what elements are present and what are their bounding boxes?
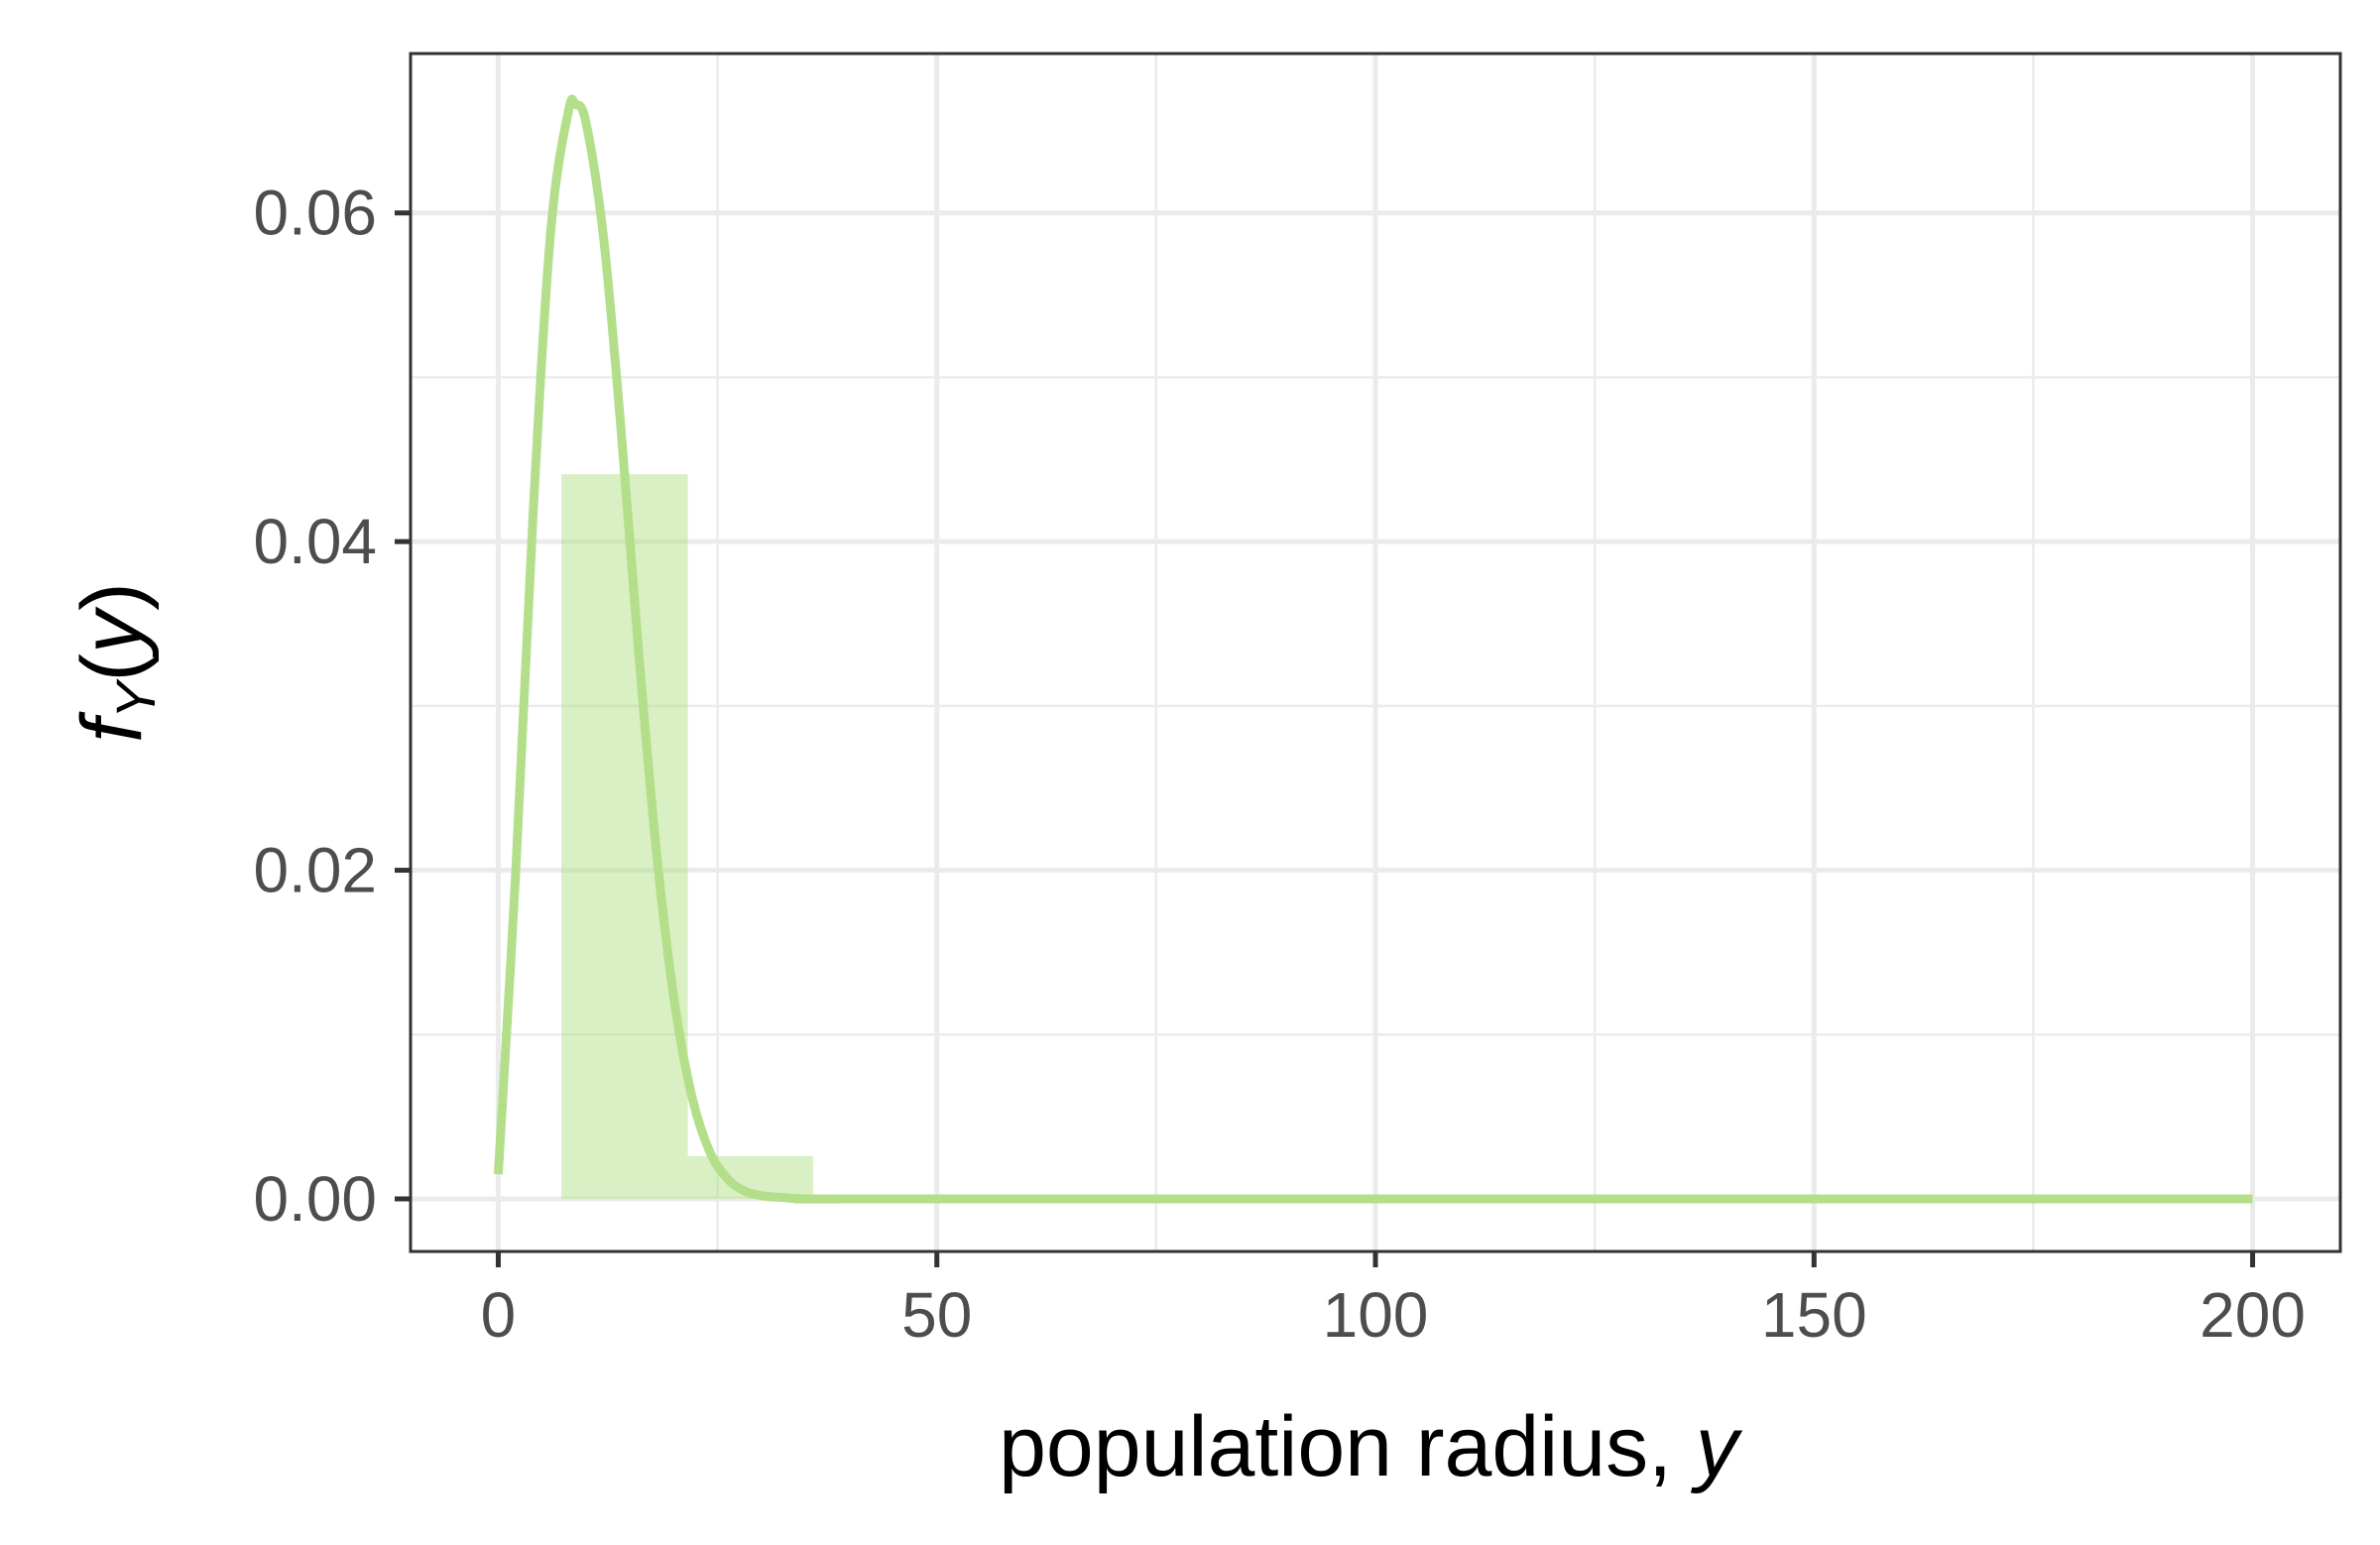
y-tick-label: 0.00	[253, 1163, 377, 1235]
x-tick-label: 0	[481, 1279, 517, 1351]
y-axis-title-variable: y	[64, 606, 160, 658]
x-axis-title: population radius, y	[999, 1399, 1743, 1494]
y-axis-title-subscript: Y	[104, 678, 167, 719]
histogram-bars	[561, 474, 814, 1199]
y-axis-title-close-paren: )	[64, 582, 160, 611]
y-tick-label: 0.04	[253, 506, 377, 577]
x-tick-label: 150	[1761, 1279, 1867, 1351]
y-axis: 0.00 0.02 0.04 0.06	[253, 178, 411, 1235]
density-curve-line	[493, 94, 2253, 1204]
x-axis-title-text: population radius,	[999, 1399, 1696, 1494]
x-tick-label: 200	[2200, 1279, 2306, 1351]
x-tick-label: 50	[901, 1279, 972, 1351]
x-axis-title-variable: y	[1691, 1399, 1743, 1494]
major-gridlines	[411, 54, 2340, 1251]
histogram-bar	[561, 474, 688, 1199]
density-curve-group	[493, 94, 2253, 1204]
y-axis-title: fY(y)	[64, 582, 167, 743]
y-tick-label: 0.02	[253, 835, 377, 906]
x-axis: 0 50 100 150 200	[481, 1251, 2306, 1351]
y-axis-title-open-paren: (	[64, 654, 160, 682]
x-tick-label: 100	[1323, 1279, 1429, 1351]
y-tick-label: 0.06	[253, 178, 377, 249]
